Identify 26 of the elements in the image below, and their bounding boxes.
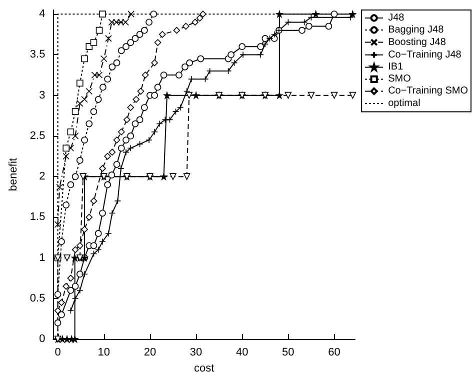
legend-label: Co−Training SMO (388, 86, 468, 97)
y-tick-label: 3.5 (30, 48, 46, 61)
y-tick-label: 0.5 (30, 292, 46, 304)
legend-label: Boosting J48 (388, 36, 446, 48)
legend-label: Bagging J48 (388, 24, 444, 36)
legend-label: Co−Training J48 (388, 49, 462, 60)
y-tick-label: 4 (39, 8, 46, 20)
y-tick-label: 1 (39, 252, 46, 264)
x-tick-label: 50 (282, 346, 294, 359)
x-tick-label: 20 (144, 346, 156, 359)
legend-label: SMO (388, 74, 412, 85)
y-tick-label: 1.5 (30, 211, 46, 224)
y-tick-label: 3 (39, 89, 46, 102)
y-tick-label: 2.5 (30, 130, 46, 142)
x-tick-label: 60 (328, 346, 340, 359)
x-axis-title: cost (194, 362, 214, 374)
x-tick-label: 40 (236, 346, 248, 359)
y-tick-label: 2 (39, 170, 46, 183)
x-tick-label: 30 (190, 346, 202, 359)
legend-label: IB1 (388, 62, 404, 73)
y-tick-label: 0 (39, 333, 46, 346)
x-tick-label: 10 (98, 346, 110, 359)
x-tick-label: 0 (54, 346, 61, 359)
legend-label: J48 (388, 12, 405, 24)
y-axis-title: benefit (8, 158, 20, 192)
legend-label: optimal (388, 98, 420, 109)
